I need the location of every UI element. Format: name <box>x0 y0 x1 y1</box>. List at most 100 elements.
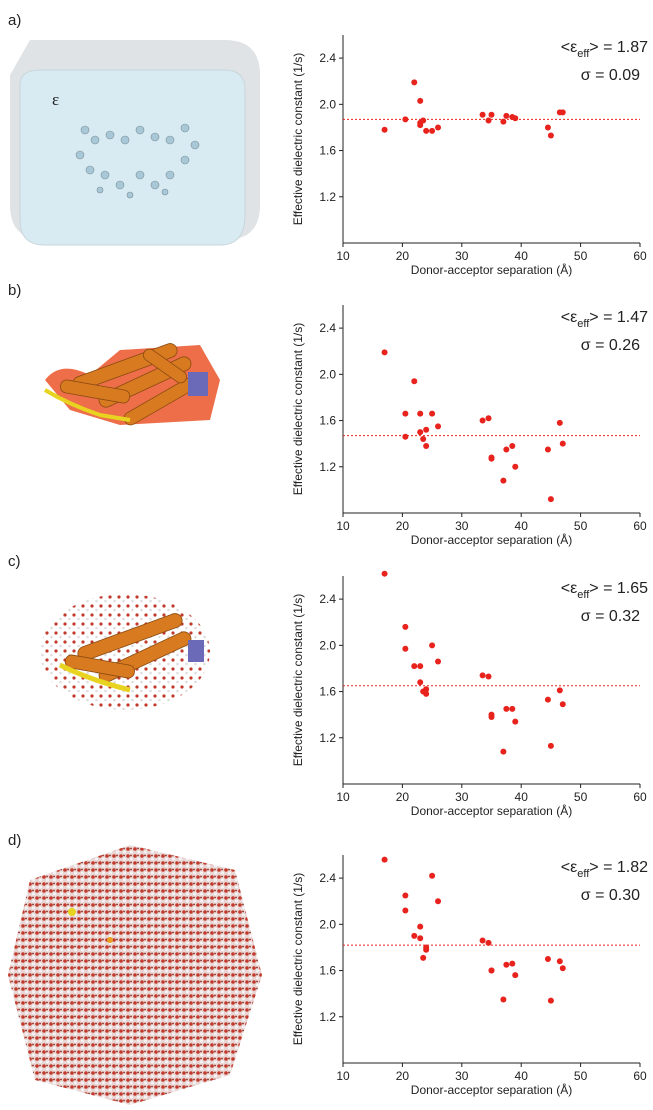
data-point <box>402 645 409 652</box>
data-point <box>423 946 430 953</box>
data-point <box>485 673 492 680</box>
annotation-subscript: eff <box>577 589 590 601</box>
data-point <box>435 658 442 665</box>
x-tick-label: 60 <box>633 519 647 533</box>
mean-annotation: <εeff> = 1.47 <box>561 309 648 330</box>
y-tick-label: 2.4 <box>319 871 336 885</box>
data-point <box>417 429 424 436</box>
data-point <box>500 748 507 755</box>
y-tick-label: 1.6 <box>319 964 336 978</box>
data-point <box>485 939 492 946</box>
y-tick-label: 1.6 <box>319 685 336 699</box>
data-point <box>485 415 492 422</box>
molecule-a <box>10 40 260 246</box>
x-tick-label: 60 <box>633 249 647 263</box>
data-point <box>509 960 516 967</box>
x-tick-label: 30 <box>455 1069 469 1083</box>
data-point <box>402 433 409 440</box>
data-point <box>503 446 510 453</box>
y-tick-label: 2.0 <box>319 367 336 381</box>
data-point <box>479 937 486 944</box>
data-point <box>547 997 554 1004</box>
y-tick-label: 2.4 <box>319 321 336 335</box>
x-axis-label: Donor-acceptor separation (Å) <box>411 532 572 547</box>
y-tick-label: 2.0 <box>319 97 336 111</box>
data-point <box>429 642 436 649</box>
x-tick-label: 50 <box>574 249 588 263</box>
data-point <box>503 705 510 712</box>
data-point <box>544 696 551 703</box>
data-point <box>417 122 424 129</box>
data-point <box>423 442 430 449</box>
data-point <box>512 115 519 122</box>
data-point <box>429 872 436 879</box>
data-point <box>411 663 418 670</box>
data-point <box>417 410 424 417</box>
data-point <box>435 423 442 430</box>
sigma-annotation: σ = 0.09 <box>581 67 640 84</box>
data-point <box>488 967 495 974</box>
x-tick-label: 60 <box>633 790 647 804</box>
annotation-text: <ε <box>561 309 577 326</box>
annotation-text: <ε <box>561 39 577 56</box>
data-point <box>479 111 486 118</box>
x-tick-label: 20 <box>396 1069 410 1083</box>
data-point <box>429 410 436 417</box>
data-point <box>417 679 424 686</box>
y-tick-label: 1.2 <box>319 460 336 474</box>
x-axis-label: Donor-acceptor separation (Å) <box>411 1082 572 1097</box>
x-tick-label: 40 <box>515 249 529 263</box>
annotation-text: > = 1.87 <box>589 39 648 56</box>
panel-label: c) <box>8 553 21 570</box>
data-point <box>503 961 510 968</box>
molecule-b <box>43 343 220 426</box>
x-tick-label: 50 <box>574 1069 588 1083</box>
data-point <box>559 965 566 972</box>
x-tick-label: 30 <box>455 790 469 804</box>
mean-annotation: <εeff> = 1.87 <box>561 39 648 60</box>
mean-annotation: <εeff> = 1.65 <box>561 580 648 601</box>
annotation-text: > = 1.82 <box>589 859 648 876</box>
sigma-annotation: σ = 0.26 <box>581 337 640 354</box>
annotation-text: > = 1.47 <box>589 309 648 326</box>
data-point <box>423 127 430 134</box>
mean-annotation: <εeff> = 1.82 <box>561 859 648 880</box>
y-tick-label: 1.6 <box>319 414 336 428</box>
data-point <box>435 124 442 131</box>
annotation-text: <ε <box>561 580 577 597</box>
y-axis-label: Effective dielectric constant (1/s) <box>291 594 305 767</box>
data-point <box>423 426 430 433</box>
x-tick-label: 10 <box>336 249 350 263</box>
data-point <box>544 124 551 131</box>
data-point <box>402 892 409 899</box>
x-tick-label: 10 <box>336 1069 350 1083</box>
molecule-c <box>40 594 210 710</box>
data-point <box>411 378 418 385</box>
data-point <box>556 419 563 426</box>
y-tick-label: 1.2 <box>319 731 336 745</box>
data-point <box>559 701 566 708</box>
x-axis-label: Donor-acceptor separation (Å) <box>411 803 572 818</box>
x-tick-label: 40 <box>515 519 529 533</box>
annotation-subscript: eff <box>577 868 590 880</box>
data-point <box>509 705 516 712</box>
data-point <box>544 446 551 453</box>
data-point <box>488 713 495 720</box>
data-point <box>556 958 563 965</box>
x-tick-label: 40 <box>515 790 529 804</box>
data-point <box>423 690 430 697</box>
data-point <box>479 417 486 424</box>
data-point <box>417 663 424 670</box>
data-point <box>381 570 388 577</box>
y-tick-label: 1.2 <box>319 1010 336 1024</box>
data-point <box>420 954 427 961</box>
data-point <box>559 109 566 116</box>
x-tick-label: 40 <box>515 1069 529 1083</box>
data-point <box>500 996 507 1003</box>
panel-label: b) <box>8 282 21 299</box>
data-point <box>435 898 442 905</box>
y-tick-label: 2.4 <box>319 592 336 606</box>
data-point <box>556 687 563 694</box>
data-point <box>402 907 409 914</box>
data-point <box>503 112 510 119</box>
